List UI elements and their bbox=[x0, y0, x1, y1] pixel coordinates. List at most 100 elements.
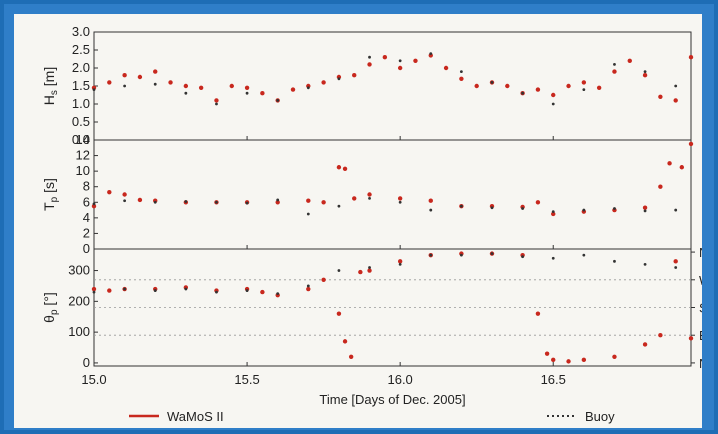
hs-buoy-point bbox=[582, 88, 586, 91]
hs-wamos-point bbox=[367, 62, 372, 67]
tp-y-tick-label: 6 bbox=[83, 194, 90, 209]
hs-wamos-point bbox=[443, 65, 449, 71]
theta-buoy-point bbox=[153, 289, 157, 292]
hs-wamos-point bbox=[566, 83, 571, 89]
tp-wamos-point bbox=[642, 205, 648, 210]
tp-wamos-point bbox=[336, 165, 342, 170]
hs-wamos-point bbox=[214, 98, 219, 103]
tp-y-tick-label: 12 bbox=[76, 148, 90, 163]
hs-y-tick-label: 2.5 bbox=[72, 42, 90, 57]
theta-wamos-point bbox=[688, 336, 694, 341]
tp-buoy-point bbox=[337, 204, 341, 208]
hs-wamos-point bbox=[642, 73, 648, 78]
x-axis-label: Time [Days of Dec. 2005] bbox=[319, 392, 465, 407]
theta-buoy-point bbox=[306, 284, 310, 288]
theta-buoy-point bbox=[582, 253, 586, 257]
tp-buoy-point bbox=[459, 204, 463, 208]
theta-wamos-point bbox=[342, 339, 348, 344]
direction-tick-label: E bbox=[699, 328, 702, 343]
tp-plot-frame bbox=[93, 139, 692, 250]
hs-buoy-point bbox=[184, 91, 188, 95]
hs-buoy-point bbox=[551, 102, 555, 106]
hs-buoy-point bbox=[215, 102, 218, 106]
tp-y-tick-label: 10 bbox=[76, 163, 90, 178]
tp-y-tick-label: 0 bbox=[83, 241, 90, 256]
tp-wamos-point bbox=[367, 192, 372, 197]
tp-wamos-point bbox=[137, 197, 143, 203]
theta-wamos-point bbox=[673, 259, 678, 264]
direction-tick-label: N bbox=[699, 245, 702, 260]
theta-wamos-point bbox=[566, 359, 571, 364]
theta-wamos-point bbox=[321, 277, 326, 282]
tp-wamos-point bbox=[688, 141, 694, 147]
tp-wamos-point bbox=[428, 198, 433, 203]
tp-buoy-point bbox=[123, 199, 127, 203]
direction-tick-label: S bbox=[699, 301, 702, 316]
hs-buoy-point bbox=[521, 91, 525, 95]
hs-wamos-point bbox=[688, 55, 694, 60]
theta-wamos-point bbox=[358, 269, 363, 275]
tp-y-tick-label: 4 bbox=[83, 210, 90, 225]
theta-wamos-point bbox=[397, 259, 403, 264]
tp-buoy-point bbox=[582, 208, 586, 212]
tp-wamos-point bbox=[535, 200, 541, 205]
tp-buoy-point bbox=[674, 208, 678, 212]
tp-wamos-point bbox=[306, 198, 311, 203]
chart-panel: 0.0 0.5 1.0 1.5 2.0 2.5 3.0 Hs [m] 0 2 4 6 8 10 12 14 Tp… bbox=[14, 14, 702, 428]
hs-y-tick-label: 3.0 bbox=[72, 24, 90, 39]
hs-wamos-point bbox=[352, 73, 357, 78]
x-tick-label: 16.0 bbox=[387, 372, 412, 387]
tp-y-tick-label: 8 bbox=[83, 179, 90, 194]
hs-buoy-point bbox=[429, 52, 433, 55]
theta-wamos-point bbox=[348, 354, 354, 359]
theta-wamos-point bbox=[642, 342, 648, 347]
theta-buoy-point bbox=[613, 259, 616, 263]
hs-buoy-point bbox=[153, 82, 157, 86]
theta-wamos-point bbox=[260, 289, 265, 295]
hs-buoy-point bbox=[643, 70, 647, 73]
tp-wamos-point bbox=[679, 165, 685, 170]
hs-wamos-point bbox=[673, 98, 678, 103]
tp-wamos-point bbox=[91, 203, 97, 209]
hs-buoy-point bbox=[306, 86, 310, 90]
tp-buoy-point bbox=[92, 202, 96, 206]
hs-y-tick-label: 1.5 bbox=[72, 78, 90, 93]
theta-buoy-point bbox=[368, 266, 371, 269]
tp-buoy-point bbox=[613, 207, 616, 210]
theta-y-tick-label: 200 bbox=[68, 293, 90, 308]
tp-buoy-point bbox=[643, 209, 647, 213]
hs-wamos-point bbox=[581, 80, 587, 85]
x-tick-label: 16.5 bbox=[541, 372, 566, 387]
theta-buoy-point bbox=[337, 269, 341, 272]
theta-wamos-point bbox=[612, 354, 617, 359]
tp-wamos-point bbox=[275, 200, 280, 205]
hs-buoy-point bbox=[613, 63, 616, 66]
theta-buoy-point bbox=[215, 290, 218, 294]
hs-buoy-point bbox=[459, 70, 463, 73]
theta-y-axis-label: θp [°] bbox=[41, 292, 60, 323]
hs-buoy-point bbox=[123, 84, 127, 88]
tp-buoy-point bbox=[215, 200, 218, 204]
wave-parameters-chart: 0.00.51.01.52.02.53.0Hs [m]02468101214Tp… bbox=[41, 24, 702, 424]
hs-buoy-point bbox=[245, 91, 249, 95]
hs-buoy-point bbox=[368, 55, 371, 59]
theta-y-tick-label: 300 bbox=[68, 263, 90, 278]
tp-wamos-point bbox=[551, 211, 556, 217]
tp-y-tick-label: 2 bbox=[83, 225, 90, 240]
hs-wamos-point bbox=[321, 80, 326, 85]
hs-buoy-point bbox=[276, 99, 280, 102]
theta-buoy-point bbox=[184, 287, 188, 291]
hs-wamos-point bbox=[290, 87, 296, 92]
hs-buoy-point bbox=[490, 81, 494, 84]
hs-y-tick-label: 0.0 bbox=[72, 132, 90, 147]
direction-tick-label: N bbox=[699, 356, 702, 371]
theta-wamos-point bbox=[551, 357, 556, 363]
tp-wamos-point bbox=[667, 161, 672, 166]
theta-wamos-point bbox=[91, 286, 97, 292]
tp-buoy-point bbox=[306, 212, 310, 216]
tp-buoy-point bbox=[368, 196, 371, 200]
legend-label: WaMoS II bbox=[167, 409, 224, 424]
hs-buoy-point bbox=[674, 84, 678, 88]
tp-buoy-point bbox=[551, 210, 555, 214]
theta-buoy-point bbox=[245, 289, 249, 292]
